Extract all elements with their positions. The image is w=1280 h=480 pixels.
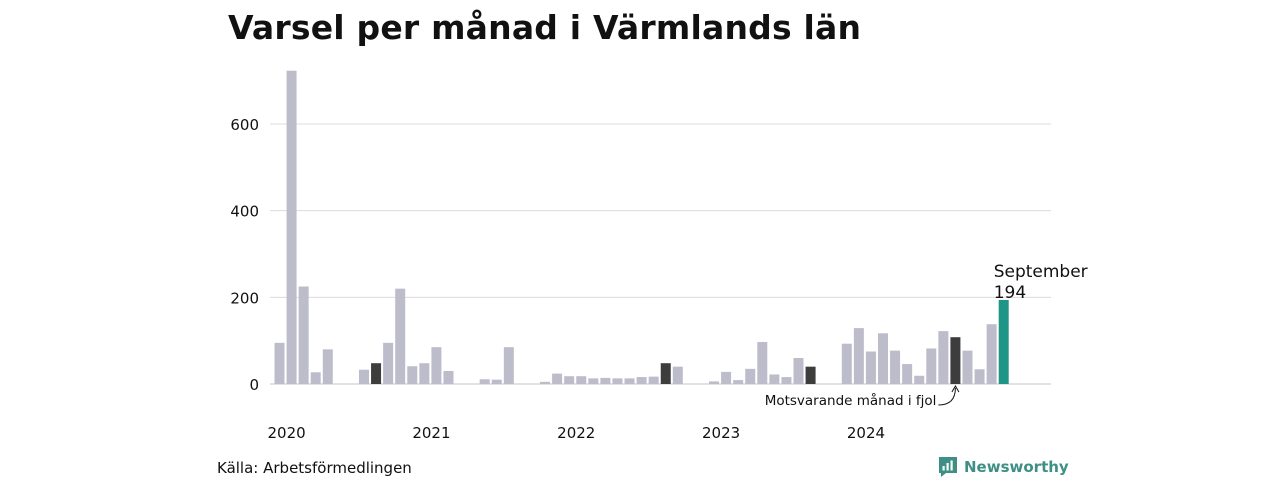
bar (878, 333, 888, 384)
bar-same-month-last-year (660, 363, 671, 384)
bar-same-month-last-year (950, 337, 961, 384)
x-year-label: 2024 (847, 424, 885, 442)
bar (962, 350, 973, 384)
bar (853, 328, 864, 384)
bar (793, 358, 804, 384)
bar-same-month-last-year (805, 366, 816, 384)
bar (926, 348, 937, 384)
bar (733, 380, 744, 384)
bar (648, 376, 659, 384)
annotation-arrowhead (951, 385, 960, 393)
annotation-arrow (938, 387, 956, 406)
bar (407, 366, 418, 384)
bar (286, 70, 297, 384)
bar (274, 342, 285, 384)
x-year-label: 2020 (268, 424, 306, 442)
bar (491, 379, 502, 384)
current-month-label: September (994, 262, 1088, 282)
source-label: Källa: Arbetsförmedlingen (217, 459, 412, 477)
bar (479, 379, 490, 384)
x-year-label: 2021 (412, 424, 450, 442)
x-year-label: 2022 (557, 424, 595, 442)
bar (322, 349, 333, 384)
bar (552, 373, 563, 384)
chart-title: Varsel per månad i Värmlands län (228, 8, 862, 47)
bar (540, 381, 551, 384)
bar (865, 351, 876, 384)
bar (395, 288, 406, 384)
bar (914, 375, 925, 384)
bar (636, 377, 647, 384)
current-value-label: 194 (994, 283, 1026, 303)
bar (383, 342, 394, 384)
y-tick-label: 0 (249, 376, 259, 394)
bar (745, 368, 756, 384)
bar (781, 377, 792, 384)
bar (310, 372, 321, 384)
y-tick-label: 400 (230, 203, 259, 221)
x-year-label: 2023 (702, 424, 740, 442)
bar (672, 366, 683, 384)
bar (890, 350, 901, 384)
y-tick-label: 200 (230, 289, 259, 307)
bar (986, 324, 997, 384)
bar (564, 376, 575, 384)
bar (443, 371, 454, 384)
bar (938, 331, 949, 384)
y-tick-label: 600 (230, 116, 259, 134)
bar (600, 377, 611, 384)
bar (358, 369, 369, 384)
newsworthy-logo-icon (939, 457, 957, 477)
bar (503, 347, 514, 384)
bar (588, 378, 599, 384)
brand-logo: Newsworthy (938, 456, 1069, 478)
bar (902, 364, 913, 384)
brand-name: Newsworthy (964, 458, 1069, 476)
bar (431, 347, 442, 384)
bar (624, 378, 635, 384)
bar (974, 369, 985, 384)
bar (576, 376, 587, 384)
bar-current (998, 299, 1009, 384)
annotation-label: Motsvarande månad i fjol (765, 392, 937, 409)
bar (757, 341, 768, 384)
bar (721, 371, 732, 384)
bar (769, 374, 780, 384)
bar (298, 286, 309, 384)
bar (419, 363, 430, 384)
bar (612, 378, 623, 384)
bar-same-month-last-year (371, 363, 382, 384)
bar (841, 343, 852, 384)
bar (709, 381, 720, 384)
